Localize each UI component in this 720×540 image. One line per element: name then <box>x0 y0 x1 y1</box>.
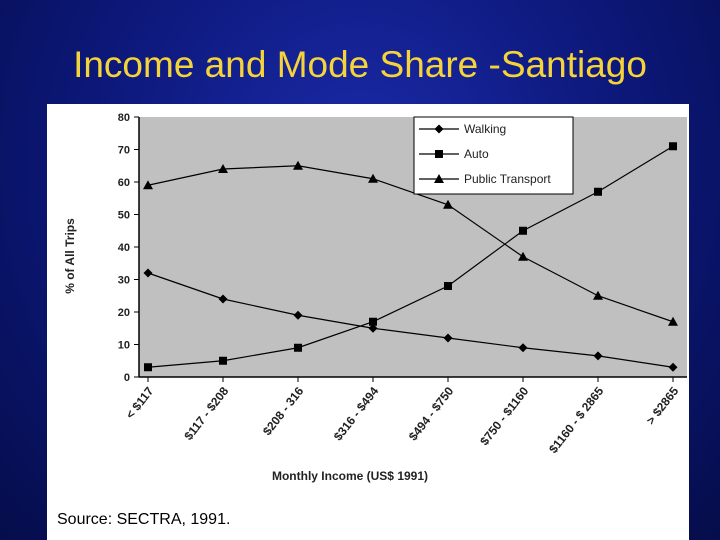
series-walking <box>143 268 678 372</box>
y-tick-label: 80 <box>118 112 130 124</box>
x-tick-label: $208 - 316 <box>260 384 307 438</box>
data-point-auto <box>594 187 602 196</box>
y-tick-label: 30 <box>118 275 130 287</box>
series-layer <box>143 142 678 372</box>
y-tick-label: 10 <box>118 340 130 352</box>
data-point-auto <box>294 343 302 352</box>
y-tick-label: 0 <box>124 372 130 384</box>
data-point-walking <box>668 362 678 372</box>
data-point-walking <box>593 351 603 361</box>
data-point-auto <box>669 142 677 151</box>
source-panel: Source: SECTRA, 1991. <box>47 486 689 540</box>
series-public-transport <box>143 160 678 326</box>
y-tick-label: 40 <box>118 242 130 254</box>
x-tick-label: $117 - $208 <box>181 384 231 443</box>
data-point-public-transport <box>368 173 378 183</box>
x-tick-label: < $117 <box>123 384 157 422</box>
plot-background <box>139 117 687 377</box>
data-point-public-transport <box>293 160 303 170</box>
data-point-walking <box>293 310 303 320</box>
data-point-public-transport <box>518 251 528 261</box>
series-line-public-transport <box>147 165 674 323</box>
chart-panel: 0 10 20 30 40 50 60 70 80 < $117 $117 - $208 $208 -… <box>47 104 689 486</box>
data-point-public-transport <box>668 316 678 326</box>
data-point-walking <box>218 294 228 304</box>
data-point-public-transport <box>443 199 453 209</box>
y-tick-label: 20 <box>118 307 130 319</box>
data-point-walking <box>518 343 528 353</box>
line-chart: 0 10 20 30 40 50 60 70 80 < $117 $117 - $208 $208 -… <box>63 112 687 483</box>
legend-marker-public-transport <box>434 174 444 183</box>
data-point-walking <box>443 333 453 343</box>
x-tick-label: $1160 - $ 2865 <box>546 384 607 456</box>
series-auto <box>144 142 677 372</box>
x-axis-title: Monthly Income (US$ 1991) <box>272 469 428 483</box>
y-axis-title: % of All Trips <box>63 218 77 294</box>
y-tick-label: 50 <box>118 210 130 222</box>
y-tick-label: 70 <box>118 145 130 157</box>
series-line-auto <box>147 145 674 368</box>
legend-label-auto: Auto <box>464 147 489 161</box>
plot-area <box>139 117 687 377</box>
slide-title: Income and Mode Share -Santiago <box>73 44 647 85</box>
data-point-auto <box>519 226 527 235</box>
data-point-public-transport <box>593 290 603 300</box>
data-point-auto <box>444 282 452 290</box>
data-point-public-transport <box>218 164 228 173</box>
data-point-auto <box>369 317 377 326</box>
x-tick-label: $750 - $1160 <box>477 384 531 448</box>
data-point-walking <box>143 268 153 278</box>
data-point-auto <box>219 356 227 365</box>
x-tick-label: $316 - $494 <box>331 384 382 443</box>
x-tick-label: > $2865 <box>643 384 681 427</box>
data-point-auto <box>144 363 152 372</box>
legend: Walking Auto Public Transport <box>413 116 574 195</box>
data-point-walking <box>368 323 378 333</box>
y-tick-label: 60 <box>118 177 130 189</box>
data-point-public-transport <box>143 180 153 190</box>
source-note: Source: SECTRA, 1991. <box>57 511 231 528</box>
legend-marker-auto <box>435 150 443 158</box>
series-line-walking <box>147 272 674 368</box>
legend-label-walking: Walking <box>464 122 506 136</box>
legend-label-public-transport: Public Transport <box>464 172 551 186</box>
legend-marker-walking <box>434 124 444 134</box>
x-tick-label: $494 - $750 <box>406 384 457 443</box>
